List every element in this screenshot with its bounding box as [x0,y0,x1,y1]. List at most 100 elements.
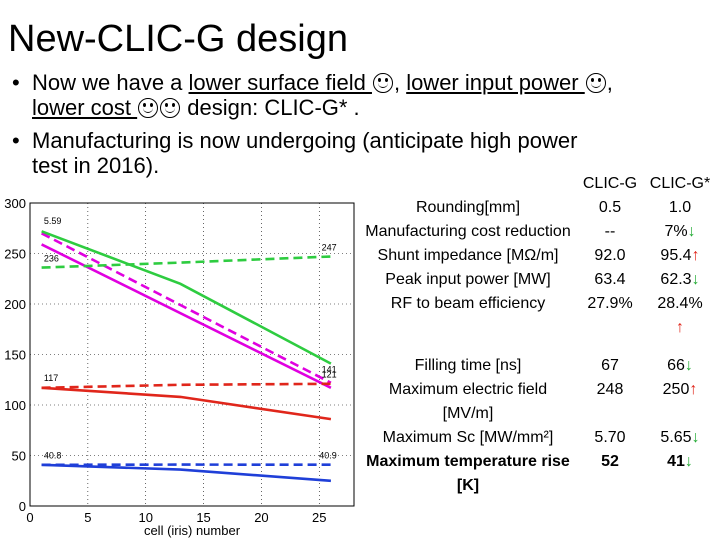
smiley-icon [138,98,159,118]
x-tick-label: 5 [84,510,91,525]
clic-g-star-cell: 95.4↑ [646,244,714,268]
param-label: RF to beam efficiency [390,295,546,312]
clic-g-star-value: 66 [667,357,685,374]
spec-table: CLIC-G CLIC-G* Rounding[mm] 0.5 1.0 Manufac… [362,172,714,498]
y-tick-label: 50 [12,449,26,464]
data-label: 117 [44,373,58,383]
data-label: 141 [322,365,337,375]
data-label: 247 [322,242,337,252]
bullet1-suffix: design: CLIC-G* . [181,95,360,120]
x-tick-label: 10 [138,510,152,525]
param-label: Filling time [ns] [414,357,522,374]
clic-g-star-value: 250 [662,381,690,398]
clic-g-value: 0.5 [598,199,622,216]
data-label: 5.59 [44,216,62,226]
clic-g-value: 52 [601,453,619,470]
bullet2-line2: test in 2016). [32,153,160,178]
clic-g-value: 27.9% [587,295,633,312]
bullet1-lower-input-power: lower input power [406,70,585,95]
bullet1-sep2: , [606,70,613,95]
clic-g-star-value: 1.0 [668,199,692,216]
header-clic-g-star: CLIC-G* [649,175,711,192]
clic-g-star-value: 28.4% [657,295,703,312]
arrow-up-icon: ↑ [676,319,684,336]
table-row: Peak input power [MW] 63.4 62.3↓ [362,268,714,292]
clic-g-star-cell: 28.4% ↑ [646,292,714,340]
clic-g-star-value: 95.4 [660,247,692,264]
param-label: Rounding[mm] [415,199,521,216]
arrow-down-icon: ↓ [687,223,696,240]
clic-g-star-cell: 66↓ [646,340,714,378]
bullet-dot: • [12,70,20,95]
data-label: 40.9 [319,451,337,461]
data-label: 236 [44,254,59,264]
clic-g-value: 5.70 [594,429,626,446]
bullet1-lower-surface-field: lower surface field [188,70,372,95]
clic-g-star-value: 41 [667,453,685,470]
series-line-green [41,230,332,365]
series-line-blue [41,463,331,483]
clic-g-star-cell: 41↓ [646,450,714,498]
clic-g-star-cell: 250↑ [646,378,714,426]
bullet1-sep1: , [393,70,407,95]
table-row: Manufacturing cost reduction -- 7%↓ [362,220,714,244]
clic-g-value: -- [604,223,616,240]
y-tick-label: 250 [4,247,26,262]
header-clic-g: CLIC-G [582,175,638,192]
series-line-red [41,386,332,421]
smiley-icon [585,73,606,93]
table-row: Rounding[mm] 0.5 1.0 [362,196,714,220]
y-tick-label: 200 [4,297,26,312]
clic-g-value: 63.4 [594,271,626,288]
bullet-item: • Now we have a lower surface field , lo… [8,70,713,120]
table-row: RF to beam efficiency 27.9% 28.4% ↑ [362,292,714,340]
series-line-red-dashed [41,382,331,390]
param-label: Manufacturing cost reduction [365,223,571,240]
arrow-up-icon: ↑ [689,381,698,398]
clic-g-value: 248 [596,381,624,398]
table-row: Maximum temperature rise [K] 52 41↓ [362,450,714,498]
param-label: Maximum temperature rise [K] [366,453,570,494]
x-tick-label: 20 [254,510,268,525]
table-row: Shunt impedance [MΩ/m] 92.0 95.4↑ [362,244,714,268]
x-axis-label: cell (iris) number [144,523,241,538]
arrow-down-icon: ↓ [684,357,693,374]
series-line-green-dashed [41,255,331,269]
param-label: Peak input power [MW] [385,271,551,288]
bullet2-line1: Manufacturing is now undergoing (anticip… [32,128,578,153]
clic-g-value: 67 [601,357,619,374]
table-row: Filling time [ns] 67 66↓ [362,340,714,378]
table-row: Maximum electric field [MV/m] 248 250↑ [362,378,714,426]
slide-title: New-CLIC-G design [8,18,348,60]
series-line-magenta [41,243,332,389]
clic-g-star-cell: 5.65↓ [646,426,714,450]
smiley-icon [160,98,181,118]
param-label: Shunt impedance [MΩ/m] [377,247,559,264]
param-label: Maximum Sc [MW/mm²] [382,429,554,446]
clic-g-star-cell: 62.3↓ [646,268,714,292]
clic-g-star-cell: 1.0 [646,196,714,220]
series-line-magenta-dashed [41,232,332,384]
table-row: Maximum Sc [MW/mm²] 5.70 5.65↓ [362,426,714,450]
bullet1-lower-cost: lower cost [32,95,138,120]
clic-g-star-value: 62.3 [660,271,692,288]
x-tick-label: 25 [312,510,326,525]
clic-g-star-cell: 7%↓ [646,220,714,244]
arrow-up-icon: ↑ [691,247,700,264]
y-tick-label: 150 [4,348,26,363]
bullet-item: • Manufacturing is now undergoing (antic… [8,128,713,178]
clic-g-star-value: 5.65 [660,429,692,446]
y-tick-label: 100 [4,398,26,413]
y-tick-label: 300 [4,196,26,211]
table-header-row: CLIC-G CLIC-G* [362,172,714,196]
arrow-down-icon: ↓ [691,271,700,288]
smiley-icon [372,73,393,93]
data-label: 121 [322,370,337,380]
clic-g-star-value: 7% [664,223,688,240]
data-label: 40.8 [44,451,62,461]
x-tick-label: 15 [196,510,210,525]
y-tick-label: 0 [19,499,26,514]
bullet1-prefix: Now we have a [32,70,189,95]
bullet-list: • Now we have a lower surface field , lo… [8,70,713,178]
